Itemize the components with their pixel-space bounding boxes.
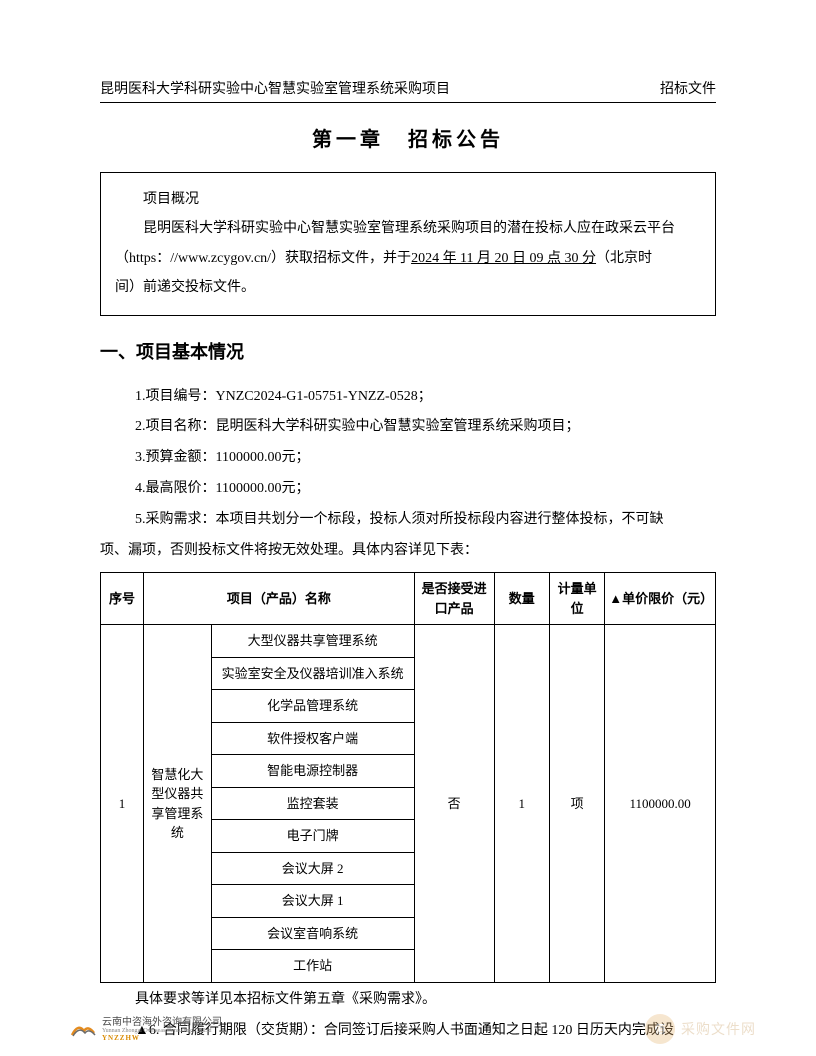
td-product-name: 化学品管理系统 [211, 690, 414, 723]
th-seq: 序号 [101, 573, 144, 625]
td-product-name: 会议大屏 1 [211, 885, 414, 918]
item-4: 4.最高限价：1100000.00元； [100, 474, 716, 505]
item-2: 2.项目名称：昆明医科大学科研实验中心智慧实验室管理系统采购项目； [100, 412, 716, 443]
td-product-name: 监控套装 [211, 787, 414, 820]
item-3: 3.预算金额：1100000.00元； [100, 443, 716, 474]
td-category: 智慧化大型仪器共享管理系统 [144, 625, 212, 983]
item-5b: 项、漏项，否则投标文件将按无效处理。具体内容详见下表： [100, 536, 716, 567]
td-product-name: 软件授权客户端 [211, 722, 414, 755]
overview-line2: （https：//www.zcygov.cn/）获取招标文件，并于2024 年 … [115, 244, 701, 273]
company-logo-icon [70, 1021, 96, 1039]
td-seq: 1 [101, 625, 144, 983]
watermark-text: 采购文件网 [681, 1019, 756, 1039]
table-header-row: 序号 项目（产品）名称 是否接受进口产品 数量 计量单位 ▲单价限价（元） [101, 573, 716, 625]
th-import: 是否接受进口产品 [414, 573, 494, 625]
overview-line1: 昆明医科大学科研实验中心智慧实验室管理系统采购项目的潜在投标人应在政采云平台 [115, 214, 701, 243]
header-left: 昆明医科大学科研实验中心智慧实验室管理系统采购项目 [100, 78, 450, 98]
overview-line3: 间）前递交投标文件。 [115, 273, 701, 302]
basic-info-list: 1.项目编号：YNZC2024-G1-05751-YNZZ-0528； 2.项目… [100, 382, 716, 567]
td-product-name: 智能电源控制器 [211, 755, 414, 788]
page-number: 1 [0, 993, 816, 1008]
page-header: 昆明医科大学科研实验中心智慧实验室管理系统采购项目 招标文件 [100, 78, 716, 103]
td-product-name: 会议室音响系统 [211, 917, 414, 950]
td-import: 否 [414, 625, 494, 983]
item-1: 1.项目编号：YNZC2024-G1-05751-YNZZ-0528； [100, 382, 716, 413]
th-qty: 数量 [494, 573, 549, 625]
header-right: 招标文件 [660, 78, 716, 98]
company-name-cn: 云南中咨海外咨询有限公司 [102, 1018, 222, 1028]
th-name: 项目（产品）名称 [144, 573, 415, 625]
table-row: 1 智慧化大型仪器共享管理系统 大型仪器共享管理系统 否 1 项 1100000… [101, 625, 716, 658]
td-product-name: 电子门牌 [211, 820, 414, 853]
th-price: ▲单价限价（元） [605, 573, 716, 625]
td-product-name: 工作站 [211, 950, 414, 983]
section-1-heading: 一、项目基本情况 [100, 338, 716, 364]
td-price: 1100000.00 [605, 625, 716, 983]
td-qty: 1 [494, 625, 549, 983]
td-product-name: 实验室安全及仪器培训准入系统 [211, 657, 414, 690]
td-product-name: 大型仪器共享管理系统 [211, 625, 414, 658]
overview-title: 项目概况 [115, 185, 701, 214]
company-logo-text: 云南中咨海外咨询有限公司 Yunnan Zhongzi Overseas Con… [102, 1018, 222, 1042]
item-5: 5.采购需求：本项目共划分一个标段，投标人须对所投标段内容进行整体投标，不可缺 [100, 505, 716, 536]
overview-line2-post: （北京时 [596, 251, 652, 266]
watermark-stamp-icon: 佰 [645, 1014, 675, 1044]
footer-logo-left: 云南中咨海外咨询有限公司 Yunnan Zhongzi Overseas Con… [70, 1018, 222, 1042]
overview-box: 项目概况 昆明医科大学科研实验中心智慧实验室管理系统采购项目的潜在投标人应在政采… [100, 172, 716, 316]
overview-url-text: （https：//www.zcygov.cn/）获取招标文件，并于 [115, 251, 411, 266]
footer-watermark-right: 佰 采购文件网 [645, 1014, 756, 1044]
chapter-title: 第一章 招标公告 [100, 123, 716, 152]
overview-deadline: 2024 年 11 月 20 日 09 点 30 分 [411, 251, 596, 266]
procurement-table: 序号 项目（产品）名称 是否接受进口产品 数量 计量单位 ▲单价限价（元） 1 … [100, 572, 716, 983]
td-product-name: 会议大屏 2 [211, 852, 414, 885]
th-unit: 计量单位 [549, 573, 604, 625]
td-unit: 项 [549, 625, 604, 983]
company-brand: YNZZHW [102, 1035, 222, 1042]
document-page: 昆明医科大学科研实验中心智慧实验室管理系统采购项目 招标文件 第一章 招标公告 … [0, 0, 816, 1056]
